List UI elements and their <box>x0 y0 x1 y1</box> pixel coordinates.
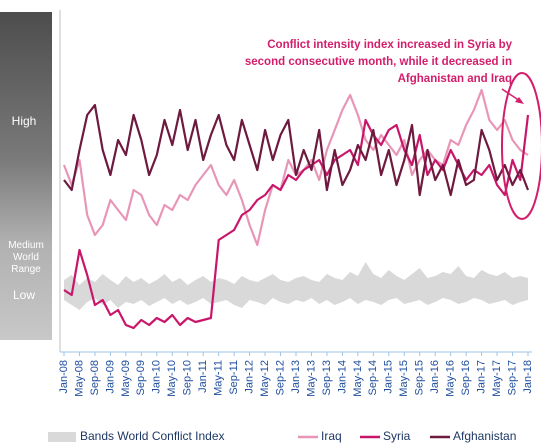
annotation: Afghanistan and Iraq <box>398 73 512 85</box>
x-tick-label: Jan-10 <box>151 360 163 394</box>
gauge-medium: Medium World Range <box>8 240 44 275</box>
x-tick-label: Jan-14 <box>336 360 348 394</box>
legend: Bands World Conflict Index Iraq Syria Afgha… <box>48 429 516 443</box>
annotation-arrowhead <box>515 97 524 104</box>
x-tick-label: May-11 <box>213 360 225 396</box>
plot-area <box>62 88 530 330</box>
x-tick-label: Sep-17 <box>506 360 518 395</box>
annotation: second consecutive month, while it decre… <box>245 56 512 68</box>
x-tick-label: May-14 <box>352 360 364 397</box>
x-tick-label: Jan-18 <box>522 360 534 394</box>
x-tick-label: Jan-12 <box>244 360 256 394</box>
legend-label: Afghanistan <box>453 429 516 443</box>
x-tick-label: Sep-08 <box>89 360 101 395</box>
x-tick-label: May-12 <box>259 360 271 397</box>
x-tick-label: May-13 <box>305 360 317 397</box>
x-tick-label: Sep-11 <box>228 360 240 395</box>
x-tick-label: May-17 <box>491 360 503 397</box>
x-tick-label: Jan-16 <box>429 360 441 394</box>
x-tick-label: Sep-10 <box>182 360 194 395</box>
x-tick-label: Sep-15 <box>414 360 426 395</box>
x-tick-label: Sep-09 <box>135 360 147 395</box>
x-tick-label: Sep-12 <box>274 360 286 395</box>
x-tick-label: May-08 <box>73 360 85 397</box>
x-tick-label: May-15 <box>398 360 410 397</box>
gauge-medium-box: Medium World Range <box>8 240 44 275</box>
x-tick-label: Sep-13 <box>321 360 333 395</box>
x-tick-label: Jan-11 <box>197 360 209 393</box>
annotation: Conflict intensity index increased in Sy… <box>267 39 512 51</box>
x-tick-label: May-09 <box>120 360 132 397</box>
x-tick-label: Jan-17 <box>476 360 488 394</box>
x-tick-label: May-10 <box>166 360 178 397</box>
annotation-arrow <box>501 88 521 102</box>
gauge-high: High <box>12 114 37 128</box>
legend-swatch <box>48 432 76 442</box>
band-area <box>64 262 528 310</box>
gauge-low: Low <box>13 288 35 302</box>
gauge-bar <box>0 12 52 340</box>
x-tick-label: Sep-16 <box>460 360 472 395</box>
series-line <box>63 114 530 330</box>
legend-label: Syria <box>383 429 411 443</box>
x-tick-label: Sep-14 <box>367 360 379 395</box>
x-tick-label: Jan-09 <box>104 360 116 394</box>
legend-label: Iraq <box>321 429 342 443</box>
series-line <box>63 103 530 197</box>
legend-label: Bands World Conflict Index <box>80 429 225 443</box>
x-tick-label: Jan-15 <box>383 360 395 394</box>
x-tick-label: Jan-08 <box>58 360 70 394</box>
x-tick-label: Jan-13 <box>290 360 302 394</box>
highlight-ellipse <box>501 72 541 220</box>
x-tick-label: May-16 <box>445 360 457 397</box>
